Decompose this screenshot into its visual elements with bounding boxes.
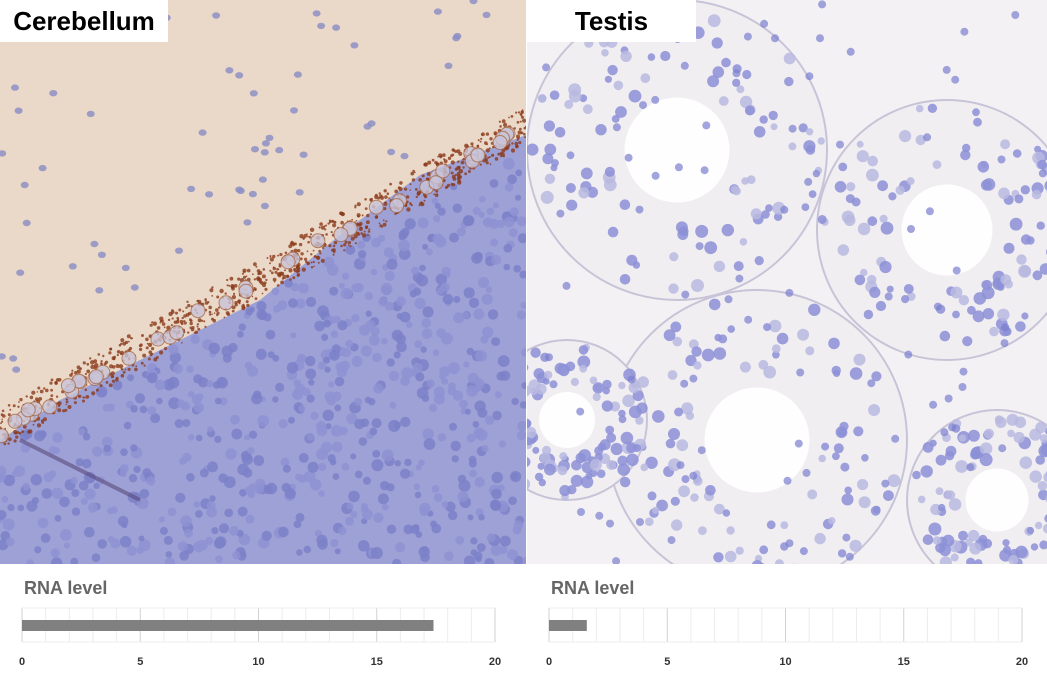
rna-chart-title: RNA level (551, 578, 635, 598)
rna-chart-cerebellum: RNA level 0 5 10 15 20 (0, 564, 526, 680)
purkinje-layer-stain (0, 109, 526, 446)
x-tick-label: 0 (546, 656, 552, 668)
x-tick-label: 5 (664, 656, 670, 668)
testis-tissue-image (527, 0, 1047, 564)
chart-grid (548, 607, 1023, 643)
x-tick-label: 15 (371, 656, 383, 668)
panel-divider (526, 0, 527, 564)
molecular-nuclei (0, 0, 491, 373)
x-tick-label: 0 (19, 656, 25, 668)
x-tick-label: 5 (137, 656, 143, 668)
granular-nuclei (0, 157, 526, 564)
panel-label-testis: Testis (527, 0, 696, 42)
rna-chart-title: RNA level (24, 578, 108, 598)
x-tick-label: 10 (252, 656, 264, 668)
x-tick-label: 20 (1016, 656, 1028, 668)
cerebellum-image-panel: Cerebellum (0, 0, 526, 564)
x-tick-label: 15 (898, 656, 910, 668)
testis-image-panel: Testis (527, 0, 1047, 564)
rna-level-bar (549, 620, 587, 631)
x-tick-label: 10 (779, 656, 791, 668)
rna-chart-testis: RNA level 0 5 10 15 20 (527, 564, 1047, 680)
testis-nuclei (527, 0, 1047, 564)
x-tick-label: 20 (489, 656, 501, 668)
rna-level-bar (22, 620, 434, 631)
cerebellum-tissue-image (0, 0, 526, 564)
vessel (19, 438, 141, 502)
rna-bar-chart-testis: 0 5 10 15 20 (546, 607, 1028, 668)
rna-bar-chart-cerebellum: 0 5 10 15 20 (19, 607, 501, 668)
panel-label-cerebellum: Cerebellum (0, 0, 168, 42)
